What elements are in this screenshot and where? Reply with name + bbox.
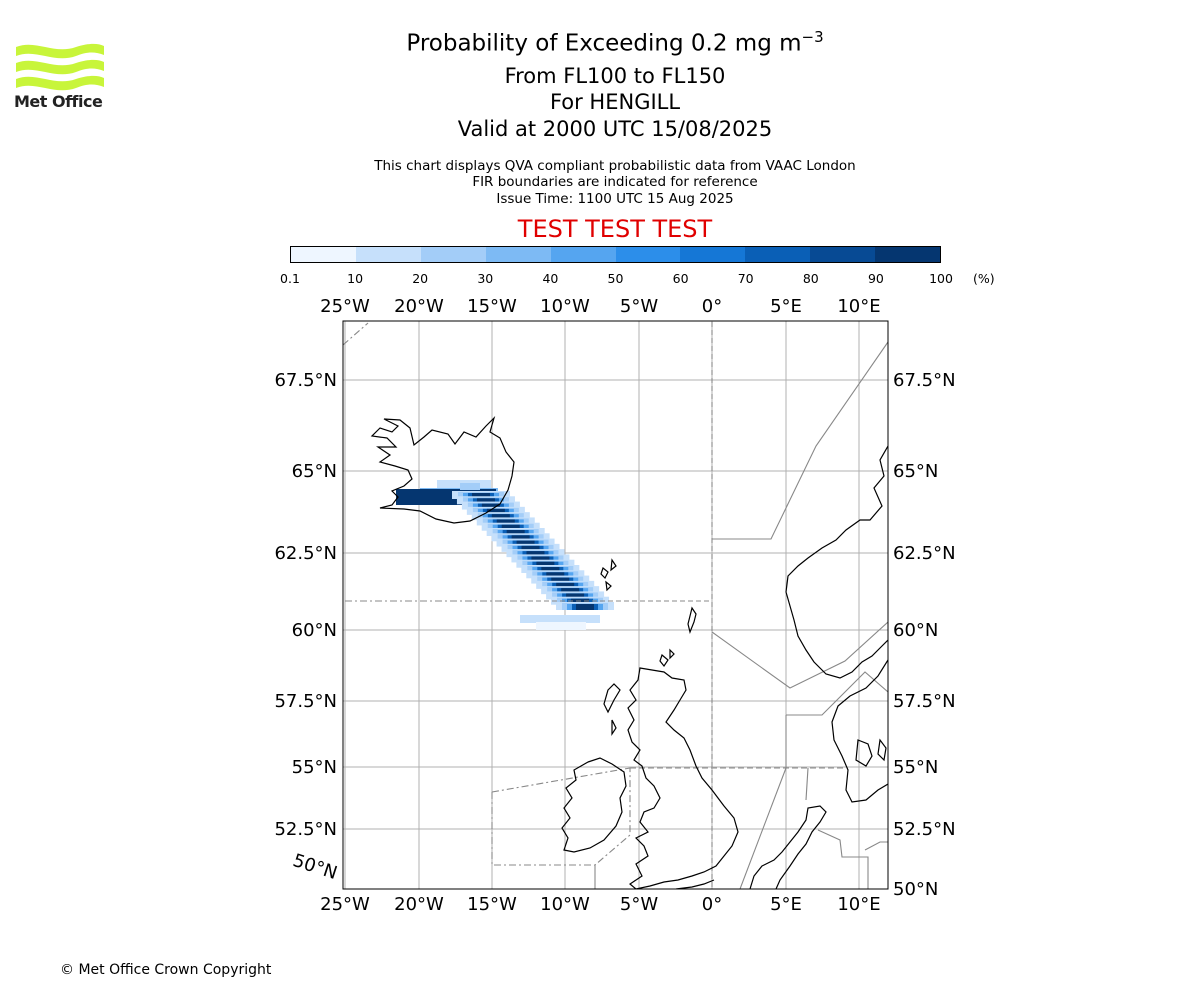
flight-levels: From FL100 to FL150	[504, 64, 726, 88]
lat-label-left: 52.5°N	[274, 819, 337, 840]
colorbar-segment	[550, 247, 616, 262]
colorbar-tick-label: 20	[412, 271, 429, 286]
colorbar	[290, 246, 941, 263]
lon-label-top: 0°	[702, 296, 722, 317]
colorbar-unit: (%)	[973, 271, 995, 286]
colorbar-segment	[680, 247, 746, 262]
lat-label-50-left: 50°N	[290, 850, 340, 884]
lat-label-right: 62.5°N	[893, 543, 956, 564]
lon-label-bottom: 25°W	[320, 894, 370, 915]
volcano-location: For HENGILL	[549, 90, 681, 114]
info-line-1: This chart displays QVA compliant probab…	[374, 158, 856, 174]
map-frame	[342, 320, 889, 890]
lat-label-right: 50°N	[893, 879, 938, 900]
lat-label-left: 65°N	[292, 461, 337, 482]
lon-label-top: 10°W	[540, 296, 590, 317]
chart-title: Probability of Exceeding 0.2 mg m−3	[406, 28, 824, 57]
lon-label-top: 5°W	[620, 296, 658, 317]
lon-label-bottom: 5°W	[620, 894, 658, 915]
lat-label-right: 57.5°N	[893, 691, 956, 712]
valid-time: Valid at 2000 UTC 15/08/2025	[457, 117, 773, 141]
lon-label-top: 25°W	[320, 296, 370, 317]
test-banner: TEST TEST TEST	[517, 215, 713, 243]
colorbar-segment	[615, 247, 681, 262]
lat-label-left: 67.5°N	[274, 370, 337, 391]
lat-label-right: 67.5°N	[893, 370, 956, 391]
colorbar-segment	[875, 247, 941, 262]
met-office-logo	[16, 43, 104, 91]
colorbar-tick-label: 60	[672, 271, 689, 286]
lon-label-top: 15°W	[467, 296, 517, 317]
lat-label-left: 60°N	[292, 620, 337, 641]
lon-label-bottom: 15°W	[467, 894, 517, 915]
lat-label-right: 52.5°N	[893, 819, 956, 840]
lon-label-bottom: 10°E	[837, 894, 880, 915]
lat-label-right: 55°N	[893, 757, 938, 778]
lon-label-bottom: 5°E	[770, 894, 802, 915]
lat-label-left: 57.5°N	[274, 691, 337, 712]
colorbar-segment	[810, 247, 876, 262]
lon-label-top: 10°E	[837, 296, 880, 317]
colorbar-tick-label: 100	[929, 271, 953, 286]
brand-name: Met Office	[14, 92, 103, 111]
lat-label-left: 55°N	[292, 757, 337, 778]
lat-label-right: 60°N	[893, 620, 938, 641]
lon-label-top: 20°W	[394, 296, 444, 317]
info-line-2: FIR boundaries are indicated for referen…	[472, 174, 758, 190]
colorbar-tick-label: 50	[607, 271, 624, 286]
colorbar-segment	[485, 247, 551, 262]
colorbar-tick-label: 40	[542, 271, 559, 286]
colorbar-tick-label: 10	[347, 271, 364, 286]
colorbar-segment	[291, 247, 356, 262]
issue-time: Issue Time: 1100 UTC 15 Aug 2025	[496, 191, 734, 207]
colorbar-segment	[420, 247, 486, 262]
colorbar-tick-label: 80	[802, 271, 819, 286]
lon-label-top: 5°E	[770, 296, 802, 317]
colorbar-tick-label: 90	[867, 271, 884, 286]
lat-label-right: 65°N	[893, 461, 938, 482]
colorbar-segment	[355, 247, 421, 262]
lon-label-bottom: 20°W	[394, 894, 444, 915]
colorbar-segment	[745, 247, 811, 262]
coastlines	[370, 415, 888, 889]
ash-cloud	[396, 480, 614, 630]
lon-label-bottom: 0°	[702, 894, 722, 915]
colorbar-tick-label: 30	[477, 271, 494, 286]
lat-label-left: 62.5°N	[274, 543, 337, 564]
lon-label-bottom: 10°W	[540, 894, 590, 915]
colorbar-tick-label: 0.1	[280, 271, 300, 286]
colorbar-tick-label: 70	[737, 271, 754, 286]
fir-boundaries	[343, 322, 888, 889]
copyright: © Met Office Crown Copyright	[60, 962, 272, 978]
